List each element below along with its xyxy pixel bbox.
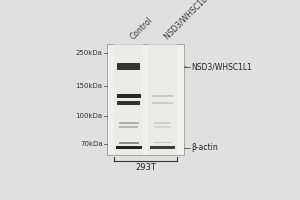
Bar [117,94,141,98]
Text: NSD3/WHSC1L1 KO: NSD3/WHSC1L1 KO [163,0,221,41]
Bar [107,44,184,155]
Bar [114,44,143,155]
Bar [152,95,173,97]
Bar [150,146,175,149]
Bar [118,122,139,124]
Text: 70kDa: 70kDa [80,141,103,147]
Text: 293T: 293T [135,163,156,172]
Bar [152,102,173,104]
Bar [116,146,142,149]
Bar [154,126,170,128]
Text: β-actin: β-actin [191,143,218,152]
Text: 250kDa: 250kDa [76,50,103,56]
Bar [117,101,140,105]
Text: 150kDa: 150kDa [76,83,103,89]
Bar [154,142,171,143]
Bar [148,44,177,155]
Text: Control: Control [129,15,155,41]
Bar [119,126,138,128]
Bar [118,142,139,144]
Text: NSD3/WHSC1L1: NSD3/WHSC1L1 [191,62,252,71]
Bar [154,122,171,124]
Bar [117,63,140,70]
Text: 100kDa: 100kDa [76,113,103,119]
